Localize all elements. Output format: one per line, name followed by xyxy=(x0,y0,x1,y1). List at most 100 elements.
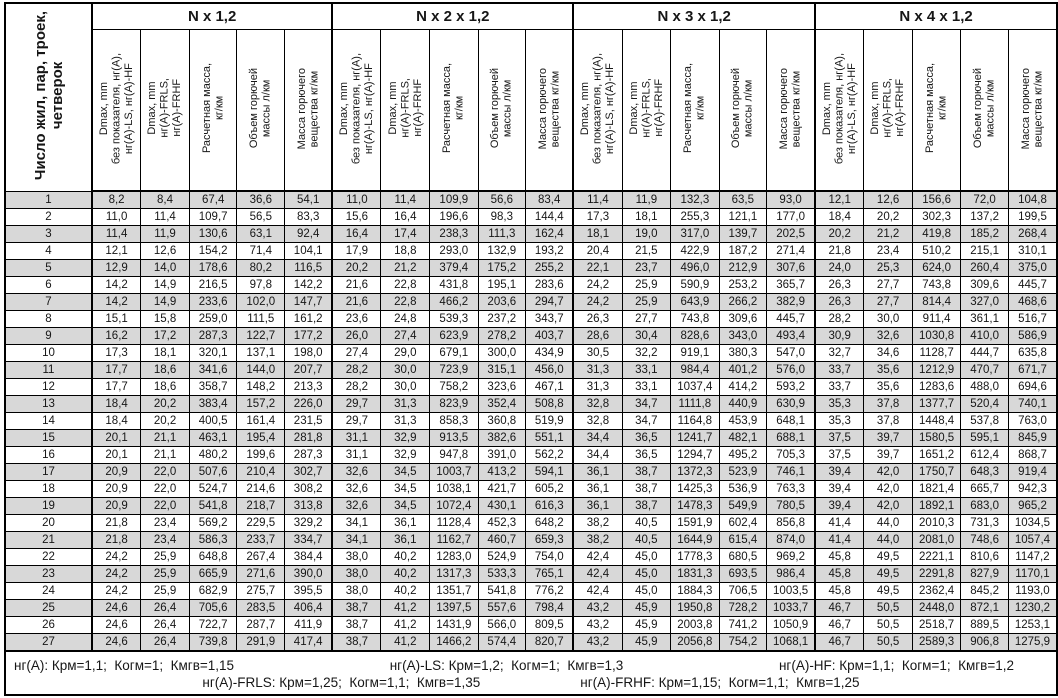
value-cell: 343,7 xyxy=(525,310,574,328)
value-cell: 566,0 xyxy=(477,616,527,634)
value-cell: 523,9 xyxy=(718,463,768,481)
value-cell: 327,0 xyxy=(960,293,1009,311)
value-cell: 267,4 xyxy=(236,548,286,566)
value-cell: 15,8 xyxy=(140,310,190,328)
row-count-cell: 11 xyxy=(4,361,93,379)
value-cell: 18,4 xyxy=(814,208,865,226)
row-count-cell: 15 xyxy=(4,429,93,447)
value-cell: 21,8 xyxy=(814,242,865,260)
value-cell: 1275,9 xyxy=(1007,633,1058,652)
value-cell: 39,4 xyxy=(814,463,865,481)
value-cell: 147,7 xyxy=(284,293,333,311)
value-cell: 2003,8 xyxy=(670,616,720,634)
value-cell: 434,9 xyxy=(525,344,574,362)
value-cell: 34,7 xyxy=(621,412,672,430)
table-row: 2 11,0 11,4 109,7 56,5 83,3 15,6 16,4 196,6 98,3 1… xyxy=(4,208,1058,226)
value-cell: 1193,0 xyxy=(1007,582,1058,600)
value-cell: 1351,7 xyxy=(429,582,479,600)
row-count-cell: 21 xyxy=(4,531,93,549)
value-cell: 889,5 xyxy=(960,616,1009,634)
value-cell: 213,3 xyxy=(284,378,333,396)
value-cell: 624,0 xyxy=(911,259,962,277)
value-cell: 45,8 xyxy=(814,548,865,566)
value-cell: 403,7 xyxy=(525,327,574,345)
value-cell: 37,5 xyxy=(814,446,865,464)
value-cell: 519,9 xyxy=(525,412,574,430)
value-cell: 845,9 xyxy=(1007,429,1058,447)
table-row: 18 20,9 22,0 524,7 214,6 308,2 32,6 34,5 1038,1 4… xyxy=(4,480,1058,498)
value-cell: 25,9 xyxy=(621,293,672,311)
value-cell: 763,3 xyxy=(766,480,816,498)
value-cell: 728,2 xyxy=(718,599,768,617)
value-cell: 275,7 xyxy=(236,582,286,600)
value-cell: 21,8 xyxy=(91,514,142,532)
value-cell: 177,0 xyxy=(766,208,816,226)
value-cell: 1128,4 xyxy=(429,514,479,532)
value-cell: 507,6 xyxy=(188,463,238,481)
value-cell: 49,5 xyxy=(863,565,913,583)
value-cell: 1294,7 xyxy=(670,446,720,464)
value-cell: 195,1 xyxy=(477,276,527,294)
value-cell: 14,2 xyxy=(91,276,142,294)
value-cell: 23,6 xyxy=(331,310,382,328)
value-cell: 683,0 xyxy=(960,497,1009,515)
value-cell: 40,5 xyxy=(621,514,672,532)
col-header-dmax-fr: Dmax, mm нг(А)-FRLS, нг(А)-FRHF xyxy=(380,29,431,192)
value-cell: 537,8 xyxy=(960,412,1009,430)
value-cell: 731,3 xyxy=(960,514,1009,532)
value-cell: 63,1 xyxy=(236,225,286,243)
value-cell: 557,6 xyxy=(477,599,527,617)
value-cell: 856,8 xyxy=(766,514,816,532)
value-cell: 586,3 xyxy=(188,531,238,549)
value-cell: 185,2 xyxy=(960,225,1009,243)
row-count-cell: 3 xyxy=(4,225,93,243)
value-cell: 547,0 xyxy=(766,344,816,362)
value-cell: 33,7 xyxy=(814,361,865,379)
value-cell: 463,1 xyxy=(188,429,238,447)
value-cell: 35,6 xyxy=(863,361,913,379)
value-cell: 32,7 xyxy=(814,344,865,362)
value-cell: 1372,3 xyxy=(670,463,720,481)
row-count-cell: 12 xyxy=(4,378,93,396)
value-cell: 39,4 xyxy=(814,480,865,498)
value-cell: 259,0 xyxy=(188,310,238,328)
value-cell: 39,7 xyxy=(863,429,913,447)
value-cell: 360,8 xyxy=(477,412,527,430)
value-cell: 942,3 xyxy=(1007,480,1058,498)
row-count-cell: 5 xyxy=(4,259,93,277)
value-cell: 24,2 xyxy=(91,548,142,566)
value-cell: 42,4 xyxy=(572,565,623,583)
col-header-comb-mass: Масса горючего вещества кг/км xyxy=(284,29,333,192)
value-cell: 38,0 xyxy=(331,582,382,600)
value-cell: 2362,4 xyxy=(911,582,962,600)
value-cell: 874,0 xyxy=(766,531,816,549)
value-cell: 14,9 xyxy=(140,276,190,294)
value-cell: 390,0 xyxy=(284,565,333,583)
value-cell: 1241,7 xyxy=(670,429,720,447)
value-cell: 2589,3 xyxy=(911,633,962,652)
value-cell: 41,2 xyxy=(380,633,431,652)
value-cell: 1478,3 xyxy=(670,497,720,515)
value-cell: 1884,3 xyxy=(670,582,720,600)
value-cell: 36,1 xyxy=(572,480,623,498)
value-cell: 18,1 xyxy=(140,344,190,362)
value-cell: 36,6 xyxy=(236,190,286,209)
value-cell: 18,1 xyxy=(572,225,623,243)
value-cell: 50,5 xyxy=(863,616,913,634)
value-cell: 17,4 xyxy=(380,225,431,243)
value-cell: 456,0 xyxy=(525,361,574,379)
value-cell: 11,4 xyxy=(572,190,623,209)
value-cell: 215,1 xyxy=(960,242,1009,260)
value-cell: 21,2 xyxy=(380,259,431,277)
value-cell: 823,9 xyxy=(429,395,479,413)
value-cell: 137,2 xyxy=(960,208,1009,226)
table-row: 26 24,6 26,4 722,7 287,7 411,9 38,7 41,2 1431,9 5… xyxy=(4,616,1058,634)
value-cell: 50,5 xyxy=(863,599,913,617)
value-cell: 329,2 xyxy=(284,514,333,532)
value-cell: 34,4 xyxy=(572,446,623,464)
value-cell: 38,7 xyxy=(621,497,672,515)
value-cell: 20,4 xyxy=(572,242,623,260)
value-cell: 38,7 xyxy=(331,616,382,634)
value-cell: 1466,2 xyxy=(429,633,479,652)
value-cell: 23,7 xyxy=(621,259,672,277)
